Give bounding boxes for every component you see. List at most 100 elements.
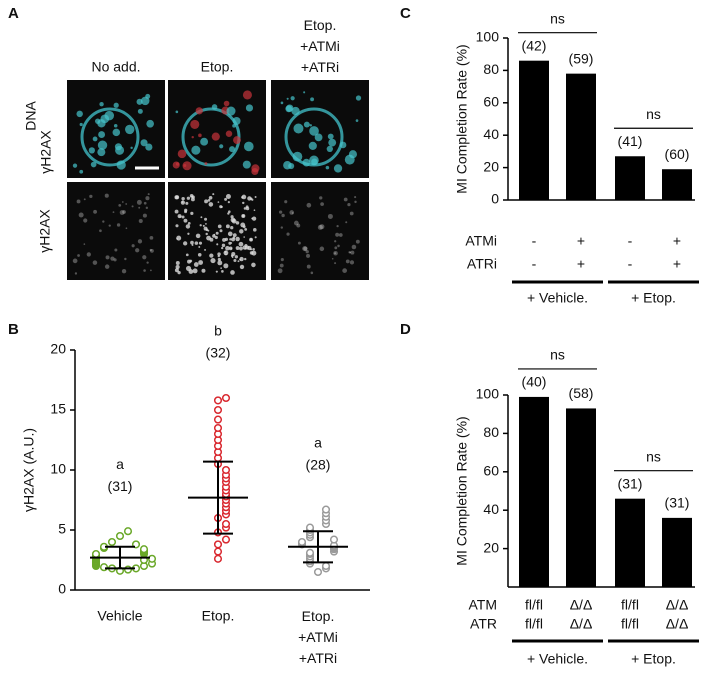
speck bbox=[191, 244, 194, 246]
speck bbox=[198, 241, 203, 245]
speck bbox=[335, 232, 340, 237]
speck bbox=[226, 106, 236, 116]
speck bbox=[176, 237, 178, 240]
micrograph bbox=[67, 182, 165, 280]
condition-label: - bbox=[532, 256, 537, 272]
speck bbox=[204, 248, 207, 251]
speck bbox=[175, 162, 180, 166]
speck bbox=[217, 257, 221, 262]
speck bbox=[90, 161, 97, 168]
speck bbox=[235, 246, 240, 250]
speck bbox=[224, 250, 227, 253]
data-point bbox=[115, 531, 125, 541]
speck bbox=[277, 268, 283, 274]
speck bbox=[227, 212, 230, 215]
speck bbox=[231, 251, 236, 257]
speck bbox=[112, 128, 121, 137]
speck bbox=[145, 196, 150, 201]
speck bbox=[183, 218, 188, 223]
speck bbox=[220, 267, 222, 269]
speck bbox=[217, 252, 221, 256]
speck bbox=[225, 194, 231, 200]
n-label: (28) bbox=[306, 456, 331, 472]
speck bbox=[351, 244, 357, 250]
speck bbox=[105, 255, 110, 260]
speck bbox=[239, 246, 243, 251]
speck bbox=[241, 194, 247, 200]
data-point bbox=[221, 465, 231, 475]
speck bbox=[142, 213, 147, 218]
speck bbox=[108, 224, 111, 227]
speck bbox=[175, 261, 180, 266]
speck bbox=[243, 236, 245, 238]
n-label: (32) bbox=[206, 345, 231, 361]
speck bbox=[125, 203, 128, 205]
speck bbox=[231, 256, 234, 259]
speck bbox=[149, 248, 152, 252]
condition-label: Δ/Δ bbox=[666, 616, 689, 632]
speck bbox=[216, 243, 219, 246]
speck bbox=[292, 151, 303, 162]
speck bbox=[182, 161, 192, 171]
speck bbox=[217, 254, 220, 258]
speck bbox=[345, 221, 348, 224]
speck bbox=[217, 224, 222, 229]
y-tick-label: 80 bbox=[483, 424, 499, 440]
speck bbox=[83, 243, 86, 245]
column-label: Etop. bbox=[201, 59, 234, 75]
data-point bbox=[297, 537, 307, 547]
speck bbox=[245, 104, 254, 112]
group-label: + Etop. bbox=[631, 290, 676, 306]
panel-letter: C bbox=[400, 5, 411, 22]
speck bbox=[181, 201, 184, 203]
speck bbox=[279, 263, 284, 268]
n-label: (59) bbox=[569, 50, 594, 66]
speck bbox=[253, 228, 257, 232]
nucleus bbox=[80, 107, 140, 167]
y-tick-label: 20 bbox=[483, 158, 499, 174]
speck bbox=[174, 268, 179, 273]
speck bbox=[241, 213, 246, 219]
comparison-label: ns bbox=[550, 347, 565, 363]
speck bbox=[281, 213, 285, 218]
speck bbox=[225, 130, 233, 137]
speck bbox=[215, 231, 219, 235]
y-tick-label: 10 bbox=[50, 461, 66, 477]
speck bbox=[187, 232, 190, 235]
data-point bbox=[147, 554, 157, 563]
speck bbox=[97, 148, 106, 157]
micrograph-texture bbox=[174, 193, 257, 275]
n-label: (31) bbox=[665, 495, 690, 511]
speck bbox=[243, 207, 247, 210]
speck bbox=[319, 196, 323, 200]
speck bbox=[76, 199, 81, 204]
speck bbox=[104, 193, 109, 198]
speck bbox=[310, 271, 314, 275]
data-point bbox=[123, 527, 133, 536]
speck bbox=[243, 141, 254, 152]
speck bbox=[334, 262, 337, 265]
speck bbox=[72, 258, 78, 264]
speck bbox=[177, 270, 181, 275]
speck bbox=[224, 237, 228, 241]
speck bbox=[235, 221, 240, 225]
speck bbox=[333, 164, 343, 173]
speck bbox=[225, 253, 227, 256]
significance-letter: b bbox=[214, 323, 222, 339]
speck bbox=[185, 253, 189, 257]
speck bbox=[317, 224, 323, 230]
speck bbox=[302, 158, 311, 167]
speck bbox=[289, 210, 295, 215]
data-point bbox=[329, 535, 339, 544]
speck bbox=[285, 105, 293, 113]
speck bbox=[175, 224, 179, 228]
speck bbox=[293, 123, 304, 134]
speck bbox=[345, 259, 350, 264]
speck bbox=[280, 226, 283, 229]
speck bbox=[119, 210, 125, 215]
data-point bbox=[99, 563, 109, 572]
speck bbox=[349, 260, 355, 265]
bar bbox=[615, 156, 645, 200]
condition-label: + bbox=[577, 233, 585, 249]
speck bbox=[197, 252, 202, 257]
